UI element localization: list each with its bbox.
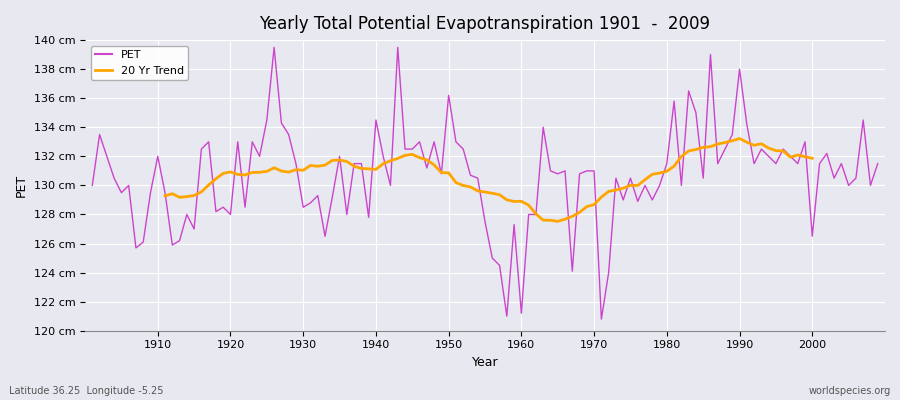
X-axis label: Year: Year [472,356,499,369]
Title: Yearly Total Potential Evapotranspiration 1901  -  2009: Yearly Total Potential Evapotranspiratio… [259,15,710,33]
Text: Latitude 36.25  Longitude -5.25: Latitude 36.25 Longitude -5.25 [9,386,164,396]
Y-axis label: PET: PET [15,174,28,197]
Text: worldspecies.org: worldspecies.org [809,386,891,396]
Legend: PET, 20 Yr Trend: PET, 20 Yr Trend [91,46,188,80]
